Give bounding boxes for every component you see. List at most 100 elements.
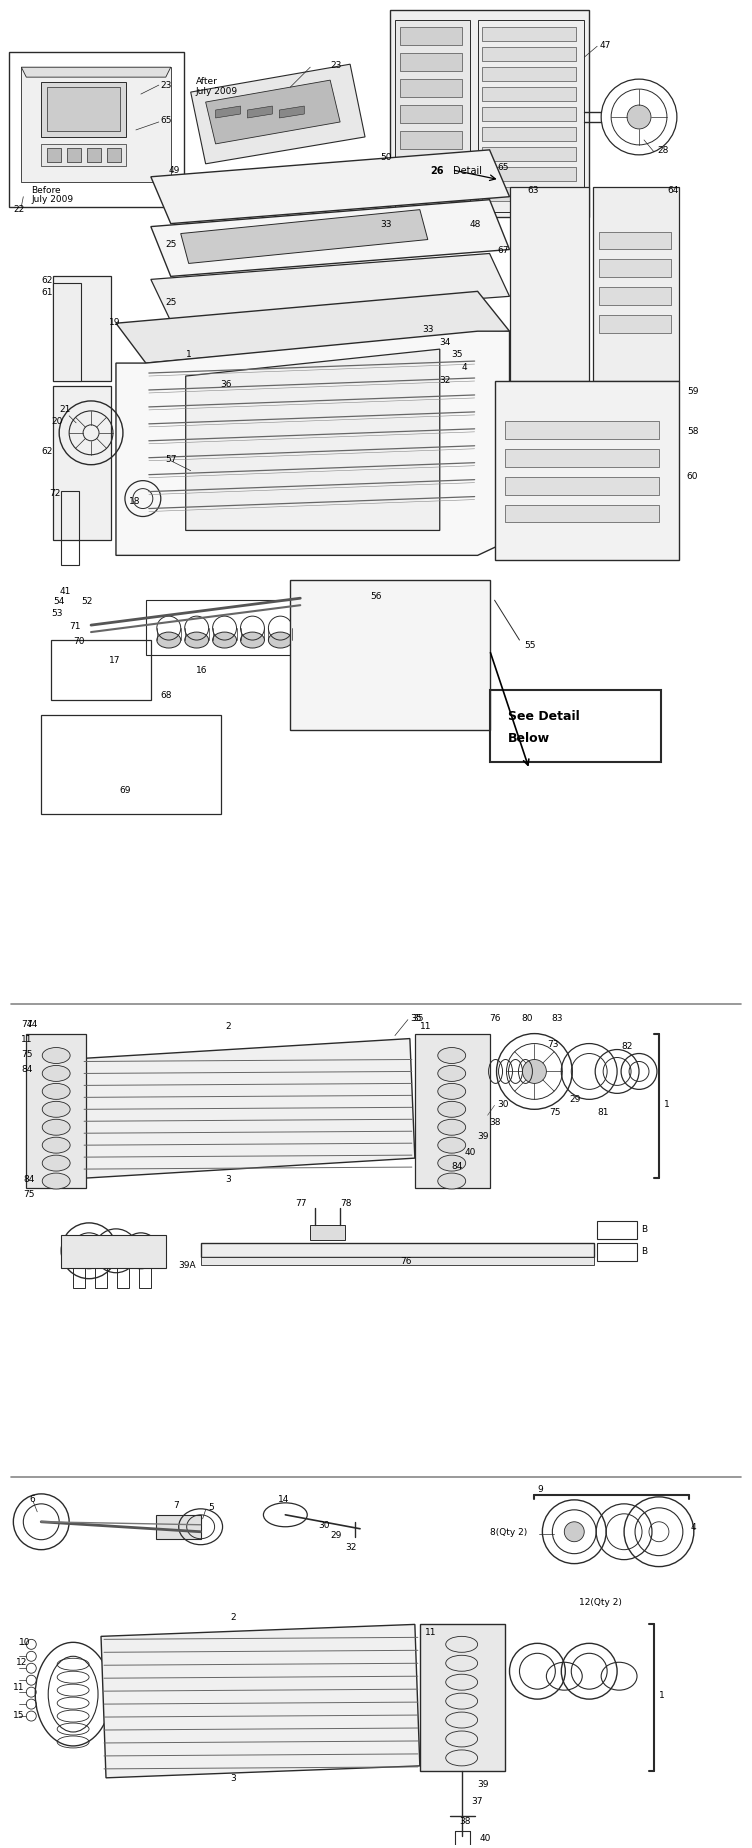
Text: 33: 33: [380, 220, 392, 229]
Text: 29: 29: [569, 1094, 581, 1103]
Text: 84: 84: [452, 1161, 463, 1170]
Text: 77: 77: [296, 1199, 307, 1209]
Text: 48: 48: [470, 220, 481, 229]
Text: 2: 2: [231, 1611, 236, 1621]
Text: 20: 20: [51, 418, 62, 427]
Polygon shape: [593, 188, 679, 383]
Text: 26: 26: [430, 166, 443, 176]
Polygon shape: [116, 292, 510, 364]
Text: 11: 11: [14, 1682, 25, 1691]
Bar: [47, 89, 120, 131]
Bar: [400, 131, 462, 150]
Text: 38: 38: [459, 1817, 472, 1826]
Bar: [505, 477, 659, 495]
Ellipse shape: [438, 1101, 465, 1118]
Text: 62: 62: [41, 447, 53, 456]
Ellipse shape: [438, 1138, 465, 1153]
Bar: [490, 691, 661, 761]
Text: 75: 75: [550, 1107, 561, 1116]
Text: 80: 80: [521, 1013, 533, 1022]
Bar: [41, 715, 220, 815]
Ellipse shape: [157, 632, 180, 649]
Ellipse shape: [42, 1048, 70, 1064]
Polygon shape: [101, 1624, 420, 1778]
Bar: [67, 150, 81, 163]
Text: 52: 52: [81, 597, 92, 606]
Text: 71: 71: [69, 621, 80, 630]
Polygon shape: [510, 188, 590, 383]
Ellipse shape: [627, 105, 651, 129]
Text: 62: 62: [41, 275, 53, 285]
Bar: [87, 150, 101, 163]
Text: B: B: [641, 1225, 647, 1234]
Text: 33: 33: [422, 325, 433, 333]
Text: 67: 67: [498, 246, 509, 255]
Text: 9: 9: [538, 1484, 543, 1493]
Text: 32: 32: [440, 375, 451, 384]
Text: 58: 58: [687, 427, 699, 436]
Bar: [481, 188, 576, 201]
Text: 78: 78: [340, 1199, 352, 1209]
Text: 69: 69: [119, 785, 130, 795]
Bar: [400, 183, 462, 201]
Text: 1: 1: [659, 1689, 665, 1698]
Bar: [505, 505, 659, 523]
Text: 49: 49: [168, 166, 180, 176]
Text: 70: 70: [73, 636, 85, 645]
Text: 12: 12: [17, 1658, 28, 1665]
Text: 40: 40: [480, 1833, 491, 1842]
Text: 11: 11: [420, 1022, 432, 1031]
Polygon shape: [186, 349, 440, 530]
Text: 16: 16: [196, 665, 207, 675]
Polygon shape: [415, 1035, 490, 1188]
Text: 68: 68: [161, 691, 172, 700]
Polygon shape: [53, 386, 111, 541]
Text: 4: 4: [691, 1523, 696, 1532]
Text: 63: 63: [527, 187, 539, 196]
Ellipse shape: [438, 1048, 465, 1064]
Ellipse shape: [564, 1523, 584, 1541]
Bar: [117, 1268, 129, 1288]
Text: 76: 76: [400, 1257, 411, 1266]
Polygon shape: [151, 152, 510, 224]
Polygon shape: [53, 277, 111, 383]
Text: 21: 21: [59, 405, 71, 414]
Text: 75: 75: [23, 1188, 35, 1198]
Text: 83: 83: [551, 1013, 562, 1022]
Text: 1: 1: [186, 349, 192, 359]
Bar: [41, 144, 126, 166]
Bar: [311, 1225, 345, 1240]
Text: 3: 3: [231, 1774, 236, 1781]
Text: 25: 25: [165, 298, 177, 307]
Text: 74: 74: [26, 1020, 38, 1029]
Text: 17: 17: [109, 656, 120, 665]
Polygon shape: [61, 1234, 165, 1268]
Text: 35: 35: [410, 1013, 421, 1022]
Text: 30: 30: [318, 1521, 329, 1530]
Text: 14: 14: [278, 1495, 290, 1504]
Text: 41: 41: [59, 586, 71, 595]
Text: 56: 56: [370, 591, 381, 601]
Bar: [599, 261, 671, 279]
Polygon shape: [290, 580, 490, 730]
Polygon shape: [478, 22, 584, 213]
Bar: [146, 601, 320, 656]
Bar: [400, 54, 462, 72]
Polygon shape: [81, 1039, 415, 1179]
Text: 11: 11: [425, 1626, 436, 1635]
Ellipse shape: [438, 1155, 465, 1172]
Text: See Detail: See Detail: [508, 710, 579, 723]
Text: Before: Before: [32, 187, 61, 196]
Text: Detail: Detail: [453, 166, 482, 176]
Text: 23: 23: [161, 81, 172, 89]
Text: 60: 60: [687, 471, 699, 480]
Polygon shape: [53, 285, 81, 383]
Text: 36: 36: [220, 379, 232, 388]
Text: 65: 65: [498, 163, 509, 172]
Text: 5: 5: [208, 1502, 214, 1512]
Text: 57: 57: [165, 455, 177, 464]
Text: 37: 37: [472, 1796, 483, 1805]
Ellipse shape: [42, 1173, 70, 1190]
Bar: [481, 89, 576, 102]
Text: 64: 64: [667, 187, 678, 196]
